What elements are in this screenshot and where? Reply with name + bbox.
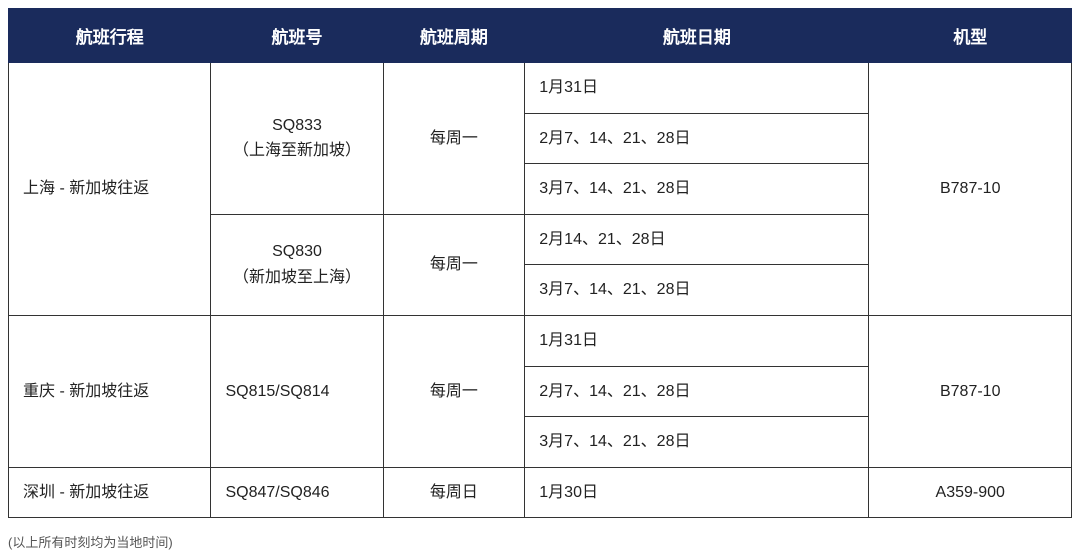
cell-flightno: SQ847/SQ846 [211,467,383,518]
cell-date: 1月31日 [525,63,869,114]
cell-itinerary: 深圳 - 新加坡往返 [9,467,211,518]
table-row: 重庆 - 新加坡往返 SQ815/SQ814 每周一 1月31日 B787-10 [9,315,1072,366]
flight-schedule-table: 航班行程 航班号 航班周期 航班日期 机型 上海 - 新加坡往返 SQ833 （… [8,8,1072,518]
col-header-frequency: 航班周期 [383,9,525,63]
cell-itinerary: 上海 - 新加坡往返 [9,63,211,316]
table-row: 深圳 - 新加坡往返 SQ847/SQ846 每周日 1月30日 A359-90… [9,467,1072,518]
cell-flightno: SQ833 （上海至新加坡） [211,63,383,215]
cell-date: 1月31日 [525,315,869,366]
table-row: 上海 - 新加坡往返 SQ833 （上海至新加坡） 每周一 1月31日 B787… [9,63,1072,114]
cell-itinerary: 重庆 - 新加坡往返 [9,315,211,467]
cell-aircraft: B787-10 [869,315,1072,467]
cell-aircraft: B787-10 [869,63,1072,316]
col-header-flightno: 航班号 [211,9,383,63]
cell-date: 3月7、14、21、28日 [525,265,869,316]
flightno-line1: SQ833 [272,117,322,134]
cell-frequency: 每周日 [383,467,525,518]
flightno-line2: （上海至新加坡） [233,142,361,159]
cell-aircraft: A359-900 [869,467,1072,518]
cell-date: 2月7、14、21、28日 [525,113,869,164]
cell-date: 3月7、14、21、28日 [525,417,869,468]
table-header: 航班行程 航班号 航班周期 航班日期 机型 [9,9,1072,63]
cell-flightno: SQ815/SQ814 [211,315,383,467]
col-header-itinerary: 航班行程 [9,9,211,63]
cell-frequency: 每周一 [383,214,525,315]
cell-date: 2月14、21、28日 [525,214,869,265]
cell-flightno: SQ830 （新加坡至上海） [211,214,383,315]
cell-date: 2月7、14、21、28日 [525,366,869,417]
cell-frequency: 每周一 [383,63,525,215]
cell-date: 1月30日 [525,467,869,518]
cell-frequency: 每周一 [383,315,525,467]
cell-date: 3月7、14、21、28日 [525,164,869,215]
footnote-text: (以上所有时刻均为当地时间) [8,532,1072,551]
col-header-dates: 航班日期 [525,9,869,63]
flightno-line2: （新加坡至上海） [233,269,361,286]
col-header-aircraft: 机型 [869,9,1072,63]
flightno-line1: SQ830 [272,243,322,260]
table-body: 上海 - 新加坡往返 SQ833 （上海至新加坡） 每周一 1月31日 B787… [9,63,1072,518]
flight-schedule-table-wrapper: 航班行程 航班号 航班周期 航班日期 机型 上海 - 新加坡往返 SQ833 （… [8,8,1072,551]
